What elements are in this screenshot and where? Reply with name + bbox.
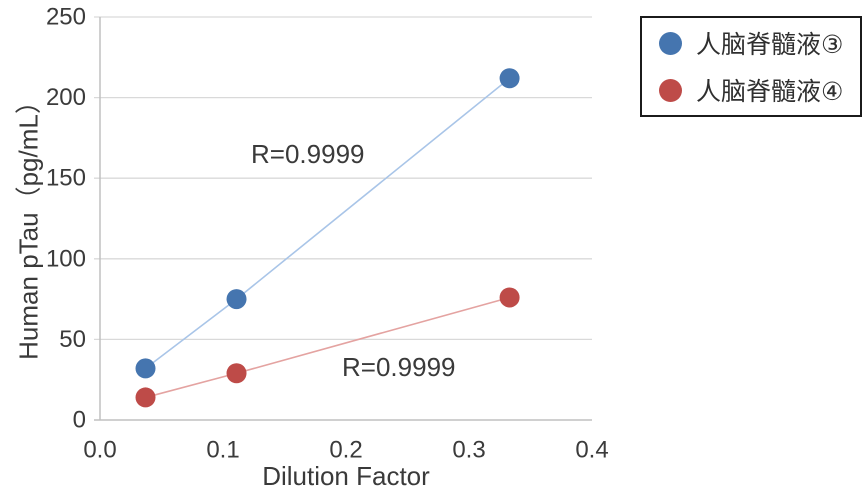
x-tick-label-0.2: 0.2 xyxy=(329,437,362,464)
r-squared-annotation-red: R=0.9999 xyxy=(342,352,456,382)
data-point-series1-1 xyxy=(226,289,247,310)
x-tick-label-0.0: 0.0 xyxy=(83,437,116,464)
y-tick-label-150: 150 xyxy=(46,165,86,192)
legend-item-series1: 人脑脊髓液③ xyxy=(659,25,860,61)
data-point-series2-0 xyxy=(135,387,156,408)
y-tick-label-100: 100 xyxy=(46,245,86,272)
legend: 人脑脊髓液③ 人脑脊髓液④ xyxy=(640,16,862,117)
y-tick-label-50: 50 xyxy=(59,326,86,353)
y-tick-label-250: 250 xyxy=(46,4,86,31)
x-tick-label-0.1: 0.1 xyxy=(206,437,239,464)
y-tick-label-200: 200 xyxy=(46,84,86,111)
data-point-series2-2 xyxy=(499,287,520,308)
data-point-series1-0 xyxy=(135,358,156,379)
legend-marker-red-icon xyxy=(659,78,682,102)
x-tick-label-0.4: 0.4 xyxy=(575,437,608,464)
x-tick-label-0.3: 0.3 xyxy=(452,437,485,464)
legend-item-series2: 人脑脊髓液④ xyxy=(659,72,860,108)
x-axis-title: Dilution Factor xyxy=(262,461,430,491)
y-axis-title: Human pTau（pg/mL） xyxy=(13,88,44,360)
legend-marker-blue-icon xyxy=(659,31,682,55)
legend-label-series1: 人脑脊髓液③ xyxy=(696,31,844,59)
legend-label-series2: 人脑脊髓液④ xyxy=(696,78,844,106)
data-point-series2-1 xyxy=(226,363,247,384)
y-tick-label-0: 0 xyxy=(73,407,86,434)
data-point-series1-2 xyxy=(499,68,520,89)
r-squared-annotation-blue: R=0.9999 xyxy=(251,139,365,169)
trendline-series-1 xyxy=(145,77,511,370)
